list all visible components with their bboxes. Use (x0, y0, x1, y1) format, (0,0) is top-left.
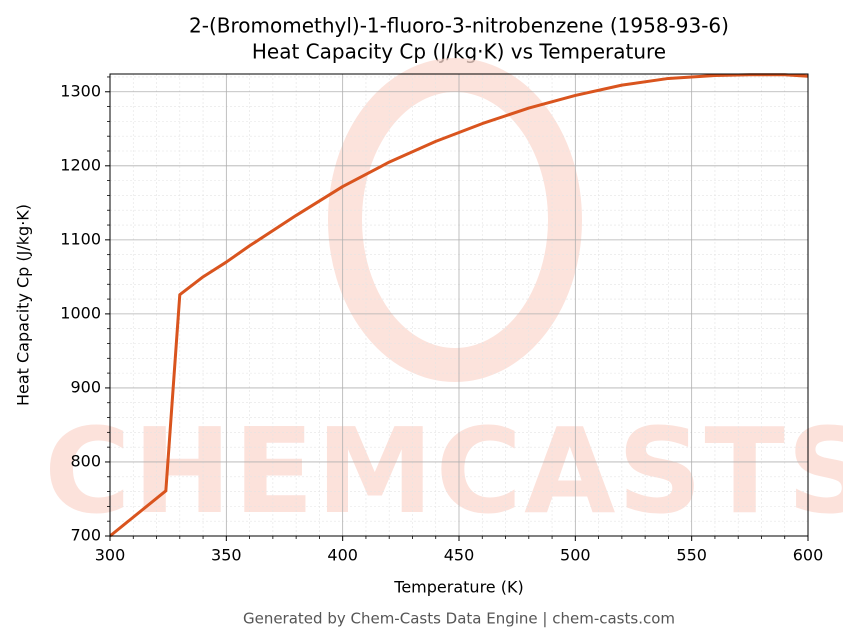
x-tick-label: 500 (560, 546, 591, 565)
y-tick-label: 1300 (60, 81, 101, 100)
x-tick-label: 400 (327, 546, 358, 565)
x-tick-label: 350 (211, 546, 242, 565)
x-tick-label: 600 (793, 546, 824, 565)
watermark-logo (328, 58, 582, 382)
chart-title: 2-(Bromomethyl)-1-fluoro-3-nitrobenzene … (189, 14, 729, 38)
y-tick-label: 900 (70, 377, 101, 396)
plot-frame (109, 73, 809, 537)
watermark: CHEMCASTS (44, 402, 843, 540)
y-tick-label: 1100 (60, 229, 101, 248)
data-line (110, 73, 808, 538)
x-tick-label: 300 (95, 546, 126, 565)
y-tick-label: 800 (70, 451, 101, 470)
x-axis-label: Temperature (K) (393, 578, 523, 597)
y-tick-label: 700 (70, 526, 101, 545)
x-tick-label: 450 (444, 546, 475, 565)
x-tick-label: 550 (676, 546, 707, 565)
y-axis-label: Heat Capacity Cp (J/kg·K) (14, 204, 33, 406)
y-tick-label: 1000 (60, 303, 101, 322)
footer: Generated by Chem-Casts Data Engine | ch… (243, 610, 675, 628)
y-tick-label: 1200 (60, 155, 101, 174)
